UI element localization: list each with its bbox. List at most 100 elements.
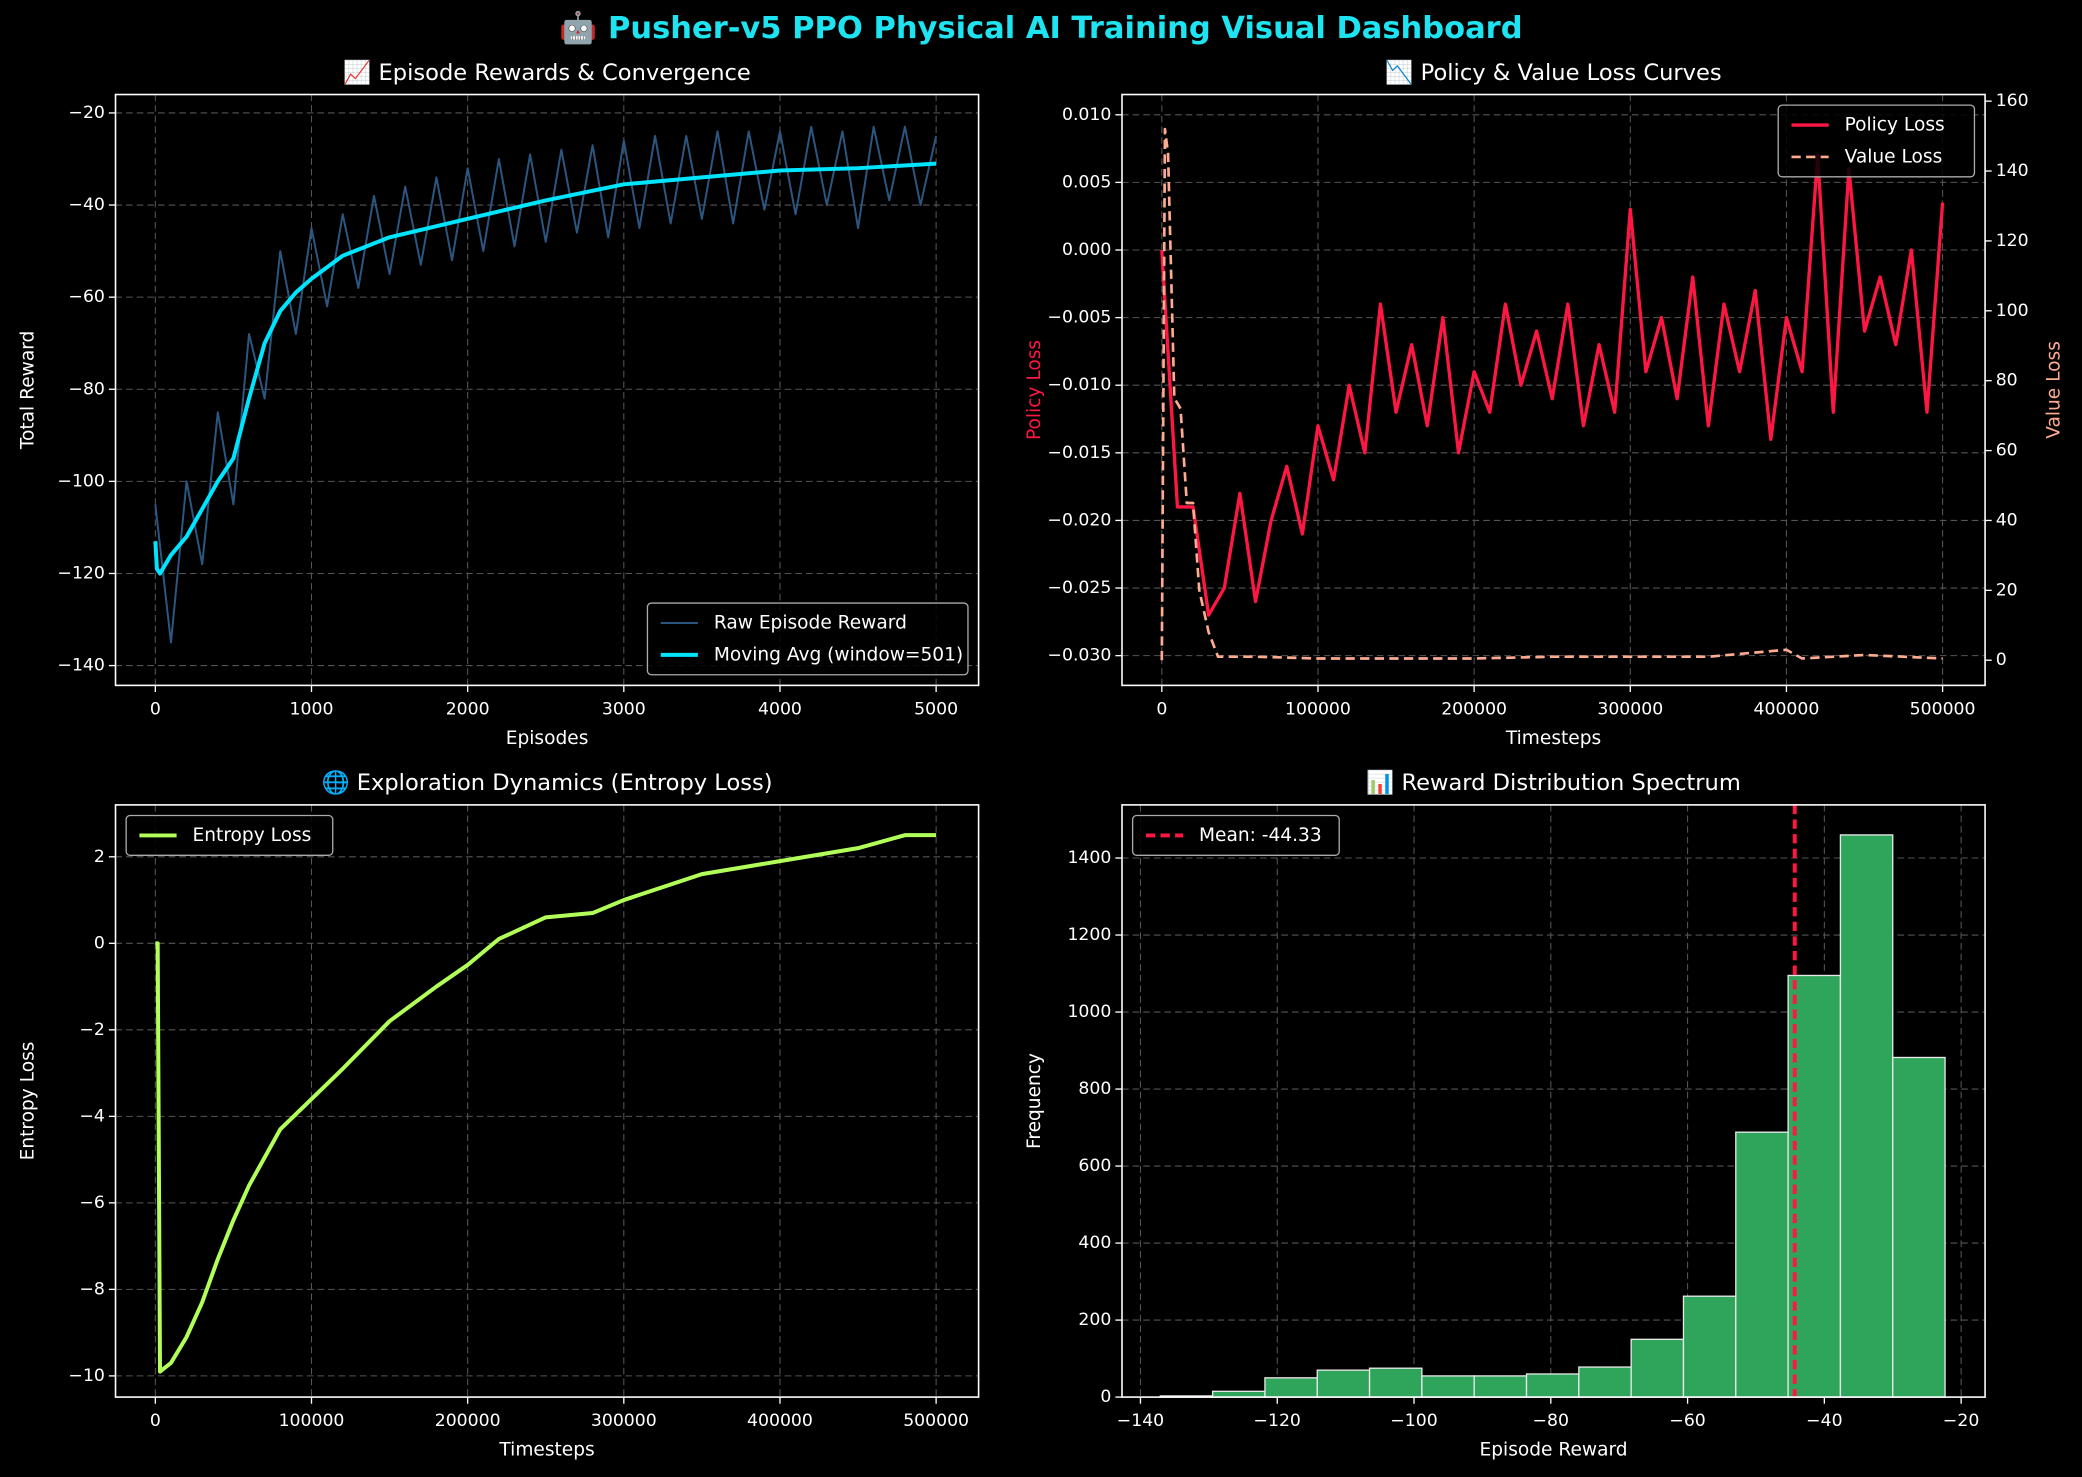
y-tick-label: −6: [79, 1193, 104, 1213]
x-axis-label: Timesteps: [1505, 728, 1601, 749]
y-tick-label: 0.010: [1062, 105, 1111, 125]
y-tick-label: 0.005: [1062, 172, 1111, 192]
y2-tick-label: 40: [1996, 510, 2018, 530]
y-axis-label: Total Reward: [17, 331, 38, 450]
x-tick-label: 300000: [591, 1411, 657, 1431]
x-tick-label: 3000: [602, 699, 646, 719]
y-tick-label: −0.010: [1048, 375, 1112, 395]
legend-label: Policy Loss: [1845, 115, 1945, 136]
x-tick-label: −40: [1806, 1411, 1842, 1431]
y-tick-label: −0.030: [1048, 646, 1112, 666]
y-tick-label: −140: [58, 656, 105, 676]
y-tick-label: 800: [1078, 1079, 1111, 1099]
series-line: [1160, 153, 1945, 617]
legend-box: [646, 602, 969, 676]
x-tick-label: 0: [150, 1411, 161, 1431]
y-tick-label: 0.000: [1062, 240, 1111, 260]
y2-tick-label: 20: [1996, 580, 2018, 600]
x-tick-label: 0: [1156, 699, 1167, 719]
y2-axis-label: Value Loss: [2044, 341, 2065, 439]
legend-label: Raw Episode Reward: [714, 612, 907, 633]
y-tick-label: −20: [68, 103, 104, 123]
x-tick-label: 4000: [758, 699, 802, 719]
y-tick-label: 1000: [1067, 1002, 1111, 1022]
y2-tick-label: 140: [1996, 161, 2029, 181]
x-tick-label: 2000: [446, 699, 490, 719]
x-tick-label: −80: [1533, 1411, 1569, 1431]
legend-label: Mean: -44.33: [1199, 825, 1322, 846]
axes-frame: [1121, 804, 1986, 1398]
y-axis-label: Frequency: [1024, 1053, 1045, 1149]
series-line: [155, 833, 937, 1374]
x-axis-label: Timesteps: [498, 1440, 594, 1461]
y2-tick-label: 0: [1996, 650, 2007, 670]
x-tick-label: −140: [1117, 1411, 1164, 1431]
histogram-bar: [1682, 1295, 1737, 1398]
histogram-bar: [1892, 1056, 1946, 1398]
y-tick-label: −0.025: [1048, 578, 1112, 598]
x-tick-label: 400000: [1754, 699, 1820, 719]
y-tick-label: 2: [94, 847, 105, 867]
y-tick-label: −0.015: [1048, 443, 1112, 463]
y-tick-label: −40: [68, 195, 104, 215]
x-tick-label: 100000: [1285, 699, 1351, 719]
histogram-bar: [1630, 1338, 1685, 1398]
panel-title: 🌐 Exploration Dynamics (Entropy Loss): [321, 769, 772, 796]
y-tick-label: 1400: [1067, 848, 1111, 868]
panel-title: 📉 Policy & Value Loss Curves: [1385, 59, 1721, 86]
x-tick-label: 1000: [290, 699, 334, 719]
y2-tick-label: 60: [1996, 441, 2018, 461]
series-line: [153, 161, 937, 576]
histogram-bar: [1473, 1375, 1528, 1398]
y-tick-label: −0.005: [1048, 308, 1112, 328]
histogram-bar: [1578, 1366, 1632, 1398]
x-axis-label: Episode Reward: [1480, 1440, 1628, 1461]
histogram-bar: [1839, 834, 1894, 1398]
y-tick-label: 400: [1078, 1233, 1111, 1253]
y-tick-label: 1200: [1067, 925, 1111, 945]
x-tick-label: 0: [150, 699, 161, 719]
x-tick-label: −100: [1390, 1411, 1437, 1431]
axes-frame: [114, 93, 980, 687]
legend-box: [1131, 814, 1340, 857]
histogram-bar: [1211, 1390, 1266, 1398]
legend-label: Value Loss: [1845, 146, 1943, 167]
y-tick-label: −10: [68, 1366, 104, 1386]
series-line: [1160, 127, 1943, 661]
y-tick-label: 0: [1100, 1387, 1111, 1407]
x-tick-label: 200000: [435, 1411, 501, 1431]
y-tick-label: −4: [79, 1106, 104, 1126]
y2-tick-label: 100: [1996, 301, 2029, 321]
y-axis-label: Policy Loss: [1024, 340, 1045, 440]
y2-tick-label: 160: [1996, 91, 2029, 111]
panel-title: 📊 Reward Distribution Spectrum: [1366, 769, 1741, 796]
y-tick-label: −0.020: [1048, 510, 1112, 530]
panel-title: 📈 Episode Rewards & Convergence: [343, 59, 751, 86]
histogram-bar: [1525, 1373, 1580, 1398]
x-tick-label: 200000: [1441, 699, 1507, 719]
x-tick-label: 500000: [903, 1411, 969, 1431]
y-tick-label: 0: [94, 933, 105, 953]
histogram-bar: [1264, 1377, 1318, 1398]
x-tick-label: 300000: [1597, 699, 1663, 719]
histogram-bar: [1735, 1131, 1789, 1398]
y-tick-label: −2: [79, 1020, 104, 1040]
x-tick-label: −20: [1943, 1411, 1979, 1431]
y-tick-label: 200: [1078, 1310, 1111, 1330]
x-axis-label: Episodes: [506, 728, 589, 749]
dashboard-title: 🤖 Pusher-v5 PPO Physical AI Training Vis…: [559, 10, 1522, 46]
x-tick-label: −120: [1254, 1411, 1301, 1431]
y-tick-label: −120: [58, 563, 105, 583]
x-tick-label: 5000: [914, 699, 958, 719]
legend-box: [1777, 104, 1976, 178]
x-tick-label: −60: [1669, 1411, 1705, 1431]
y-tick-label: −80: [68, 379, 104, 399]
x-tick-label: 500000: [1910, 699, 1976, 719]
histogram-bar: [1368, 1367, 1423, 1398]
y2-tick-label: 120: [1996, 231, 2029, 251]
histogram-bar: [1421, 1375, 1475, 1398]
legend-label: Moving Avg (window=501): [714, 644, 963, 665]
